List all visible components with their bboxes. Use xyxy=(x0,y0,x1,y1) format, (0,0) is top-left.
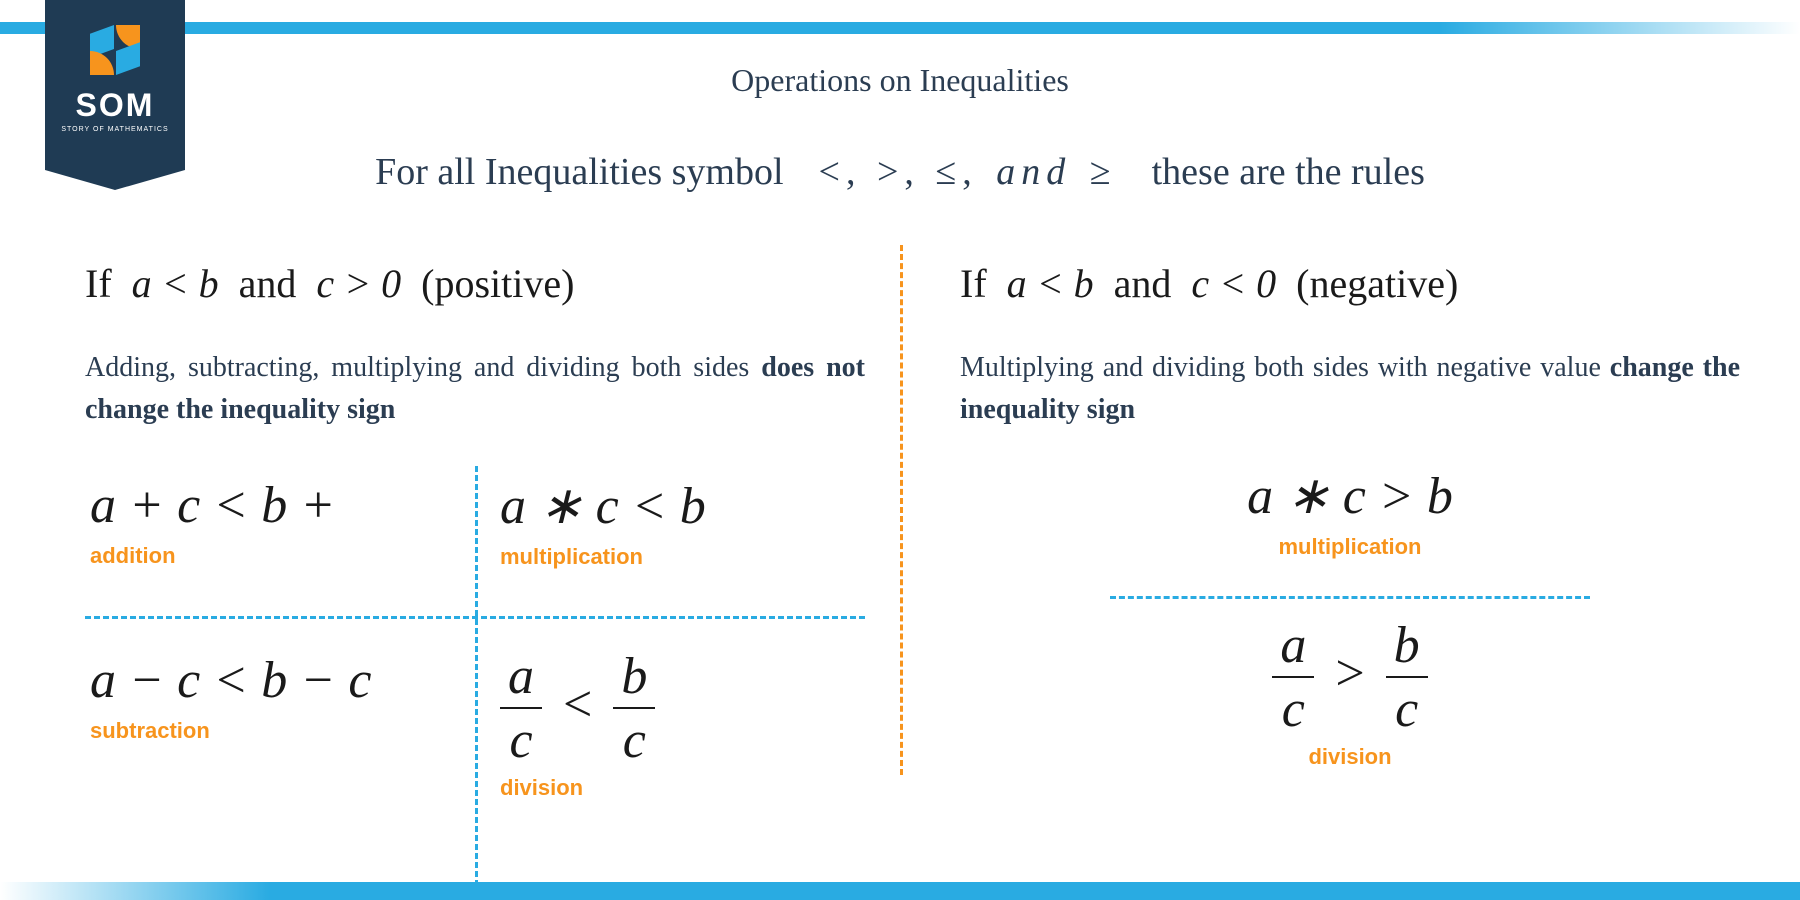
cond-expr1: a < b xyxy=(132,261,219,306)
formula-division: ac < bc xyxy=(500,651,860,767)
stack-hline xyxy=(1110,596,1590,599)
positive-grid: a + c < b + addition a ∗ c < b multiplic… xyxy=(85,466,865,886)
cond-note: (negative) xyxy=(1296,261,1458,306)
logo-icon xyxy=(90,25,140,75)
negative-column: If a < b and c < 0 (negative) Multiplyin… xyxy=(960,260,1740,770)
frac-den: c xyxy=(1272,676,1314,736)
frac-rel: < xyxy=(555,676,600,733)
cell-addition: a + c < b + addition xyxy=(85,466,465,579)
positive-explain: Adding, subtracting, multiplying and div… xyxy=(85,347,865,431)
frac-den: c xyxy=(500,707,542,767)
cond-note: (positive) xyxy=(421,261,574,306)
formula-multiplication: a ∗ c < b xyxy=(500,476,860,536)
formula-addition: a + c < b + xyxy=(90,476,460,535)
label-addition: addition xyxy=(90,543,460,569)
top-accent-bar xyxy=(0,22,1800,34)
explain-plain: Adding, subtracting, multiplying and div… xyxy=(85,352,761,383)
logo-badge: SOM STORY OF MATHEMATICS xyxy=(45,0,185,170)
explain-plain: Multiplying and dividing both sides with… xyxy=(960,352,1610,383)
intro-suffix: these are the rules xyxy=(1152,151,1425,193)
logo-text: SOM xyxy=(76,87,155,124)
label-division: division xyxy=(500,775,860,801)
logo-tagline: STORY OF MATHEMATICS xyxy=(61,126,168,133)
cond-if: If xyxy=(85,261,112,306)
cond-expr1: a < b xyxy=(1007,261,1094,306)
frac-num: b xyxy=(1386,620,1428,676)
negative-explain: Multiplying and dividing both sides with… xyxy=(960,347,1740,431)
intro-symbols: <, >, ≤, and ≥ xyxy=(793,151,1142,193)
cond-expr2: c > 0 xyxy=(316,261,401,306)
cond-and: and xyxy=(239,261,297,306)
cond-expr2: c < 0 xyxy=(1191,261,1276,306)
frac-den: c xyxy=(1386,676,1428,736)
formula-division-neg: ac > bc xyxy=(960,620,1740,736)
cell-multiplication: a ∗ c < b multiplication xyxy=(495,466,865,580)
center-divider xyxy=(900,245,903,775)
cell-division-neg: ac > bc division xyxy=(960,620,1740,770)
cell-multiplication-neg: a ∗ c > b multiplication xyxy=(960,466,1740,560)
cond-and: and xyxy=(1114,261,1172,306)
negative-condition: If a < b and c < 0 (negative) xyxy=(960,260,1740,307)
intro-line: For all Inequalities symbol <, >, ≤, and… xyxy=(0,150,1800,194)
grid-hline xyxy=(85,616,865,619)
label-multiplication: multiplication xyxy=(500,544,860,570)
negative-stack: a ∗ c > b multiplication ac > bc divisio… xyxy=(960,466,1740,770)
frac-num: a xyxy=(500,651,542,707)
positive-column: If a < b and c > 0 (positive) Adding, su… xyxy=(85,260,865,886)
frac-num: a xyxy=(1272,620,1314,676)
page-title: Operations on Inequalities xyxy=(0,62,1800,99)
label-multiplication-neg: multiplication xyxy=(960,534,1740,560)
cond-if: If xyxy=(960,261,987,306)
label-division-neg: division xyxy=(960,744,1740,770)
intro-prefix: For all Inequalities symbol xyxy=(375,151,783,193)
grid-vline xyxy=(475,466,478,886)
cell-division: ac < bc division xyxy=(495,641,865,811)
frac-den: c xyxy=(613,707,655,767)
frac-rel: > xyxy=(1327,645,1372,702)
label-subtraction: subtraction xyxy=(90,718,460,744)
positive-condition: If a < b and c > 0 (positive) xyxy=(85,260,865,307)
formula-multiplication-neg: a ∗ c > b xyxy=(960,466,1740,526)
frac-num: b xyxy=(613,651,655,707)
cell-subtraction: a − c < b − c subtraction xyxy=(85,641,465,754)
formula-subtraction: a − c < b − c xyxy=(90,651,460,710)
